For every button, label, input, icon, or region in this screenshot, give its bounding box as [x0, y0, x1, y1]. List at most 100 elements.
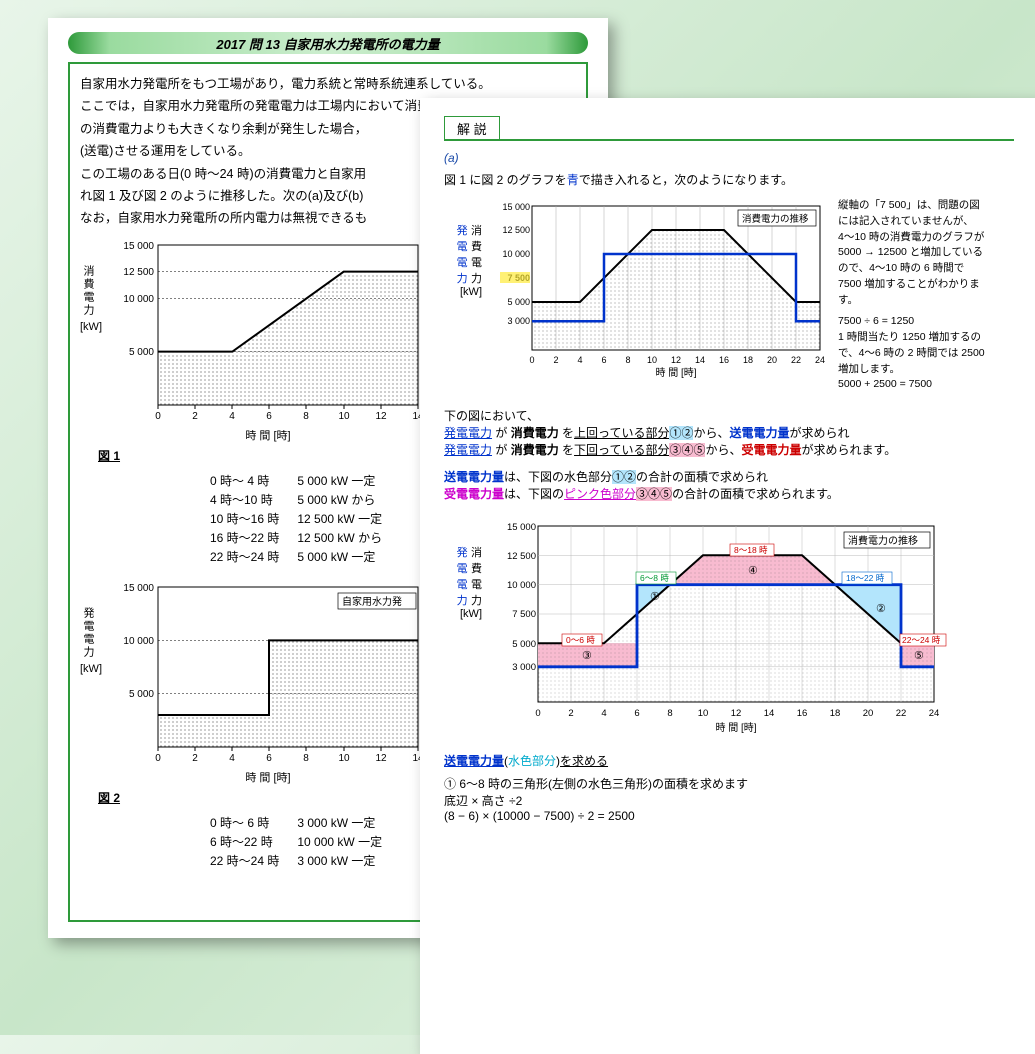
svg-text:15 000: 15 000 — [502, 202, 530, 212]
svg-text:⑤: ⑤ — [914, 650, 924, 662]
svg-text:8: 8 — [667, 708, 672, 719]
svg-text:6: 6 — [266, 753, 272, 764]
svg-text:2: 2 — [192, 753, 198, 764]
svg-text:4: 4 — [229, 753, 235, 764]
svg-text:5 000: 5 000 — [129, 689, 154, 700]
chart1-unit: [kW] — [444, 286, 482, 298]
calc-line: 底辺 × 高さ ÷2 — [444, 792, 1014, 809]
svg-text:12 500: 12 500 — [507, 551, 536, 562]
svg-text:消費電力の推移: 消費電力の推移 — [742, 213, 809, 225]
fig1-unit: [kW] — [80, 321, 108, 333]
page-title-bar: 2017 問 13 自家用水力発電所の電力量 — [68, 32, 588, 54]
svg-text:10: 10 — [338, 411, 350, 422]
svg-text:12: 12 — [375, 753, 387, 764]
svg-text:15 000: 15 000 — [123, 583, 154, 594]
chart1-sidenotes: 縦軸の「7 500」は、問題の図には記入されていませんが、 4～10 時の消費電… — [838, 198, 988, 393]
svg-text:15 000: 15 000 — [507, 522, 536, 533]
svg-text:3 000: 3 000 — [512, 662, 536, 673]
svg-text:①: ① — [650, 591, 660, 603]
page-title: 2017 問 13 自家用水力発電所の電力量 — [216, 34, 439, 53]
svg-text:12: 12 — [671, 355, 681, 365]
svg-text:10: 10 — [698, 708, 709, 719]
line-c1: 送電電力量は、下図の水色部分①②の合計の面積で求められ — [444, 468, 1014, 485]
svg-text:22: 22 — [896, 708, 907, 719]
svg-text:22: 22 — [791, 355, 801, 365]
svg-text:6: 6 — [601, 355, 606, 365]
svg-text:0～6 時: 0～6 時 — [566, 635, 595, 645]
fig2-xlabel: 時 間 [時] — [108, 769, 428, 785]
svg-text:④: ④ — [748, 565, 758, 577]
svg-text:6: 6 — [634, 708, 639, 719]
svg-text:4: 4 — [601, 708, 606, 719]
svg-text:②: ② — [876, 603, 886, 615]
page-2: 解 説 (a) 図 1 に図 2 のグラフを青で描き入れると，次のようになります… — [420, 98, 1035, 1054]
svg-text:14: 14 — [695, 355, 705, 365]
svg-text:5 000: 5 000 — [512, 639, 536, 650]
svg-text:20: 20 — [767, 355, 777, 365]
chart1: 消費電力の推移 15 00012 50010 000 7 500 5 0003 … — [490, 198, 830, 393]
svg-text:時 間 [時]: 時 間 [時] — [715, 722, 756, 734]
line-b1: 発電電力 が 消費電力 を上回っている部分①②から、送電電力量が求められ — [444, 424, 1014, 441]
svg-text:18～22 時: 18～22 時 — [846, 573, 885, 583]
p1-line: 自家用水力発電所をもつ工場があり，電力系統と常時系統連系している。 — [80, 75, 576, 94]
svg-text:10 000: 10 000 — [502, 249, 530, 259]
explanation-header: 解 説 — [444, 116, 500, 140]
para-b: 下の図において、 — [444, 407, 1014, 424]
calc-line: (8 − 6) × (10000 − 7500) ÷ 2 = 2500 — [444, 809, 1014, 823]
svg-text:24: 24 — [929, 708, 940, 719]
svg-text:2: 2 — [192, 411, 198, 422]
svg-text:時 間 [時]: 時 間 [時] — [655, 367, 696, 378]
svg-text:22～24 時: 22～24 時 — [902, 635, 941, 645]
fig1-chart: 15 000 12 500 10 000 5 000 024 6810 1214… — [108, 235, 428, 443]
svg-text:10: 10 — [647, 355, 657, 365]
svg-text:2: 2 — [553, 355, 558, 365]
svg-text:10: 10 — [338, 753, 350, 764]
svg-text:4: 4 — [229, 411, 235, 422]
fig1-xlabel: 時 間 [時] — [108, 427, 428, 443]
svg-text:3 000: 3 000 — [507, 316, 530, 326]
fig2-unit: [kW] — [80, 663, 108, 675]
svg-text:6: 6 — [266, 411, 272, 422]
svg-text:16: 16 — [797, 708, 808, 719]
svg-text:0: 0 — [155, 411, 161, 422]
svg-text:7 500: 7 500 — [512, 609, 536, 620]
svg-text:0: 0 — [529, 355, 534, 365]
line-a: 図 1 に図 2 のグラフを青で描き入れると，次のようになります。 — [444, 171, 1014, 188]
line-b2: 発電電力 が 消費電力 を下回っている部分③④⑤から、受電電力量が求められます。 — [444, 441, 1014, 458]
chart2: 消費電力の推移 ① ② ③ ④ ⑤ 0～6 時 6～8 時 8～18 時 18～… — [490, 516, 950, 736]
svg-text:12: 12 — [375, 411, 387, 422]
svg-text:24: 24 — [815, 355, 825, 365]
calc-title: 送電電力量 — [444, 754, 504, 768]
svg-text:5 000: 5 000 — [507, 297, 530, 307]
section-a: (a) — [444, 151, 1014, 165]
svg-text:16: 16 — [719, 355, 729, 365]
svg-text:20: 20 — [863, 708, 874, 719]
svg-text:8: 8 — [303, 753, 309, 764]
svg-text:6～8 時: 6～8 時 — [640, 573, 669, 583]
svg-text:③: ③ — [582, 650, 592, 662]
calc-line: ① 6～8 時の三角形(左側の水色三角形)の面積を求めます — [444, 775, 1014, 792]
svg-text:0: 0 — [155, 753, 161, 764]
fig2-legend: 自家用水力発 — [342, 595, 402, 608]
svg-text:12: 12 — [731, 708, 742, 719]
fig2-ylabel: 発電電力 — [80, 607, 96, 659]
svg-text:18: 18 — [830, 708, 841, 719]
line-c2: 受電電力量は、下図のピンク色部分③④⑤の合計の面積で求められます。 — [444, 485, 1014, 502]
svg-text:消費電力の推移: 消費電力の推移 — [848, 534, 918, 547]
fig1-ylabel: 消費電力 — [80, 265, 96, 317]
svg-text:0: 0 — [535, 708, 540, 719]
svg-text:8: 8 — [303, 411, 309, 422]
svg-text:12 500: 12 500 — [123, 267, 154, 278]
table1: 0 時～ 4 時5 000 kW 一定 4 時～10 時5 000 kW から … — [200, 470, 392, 567]
svg-text:2: 2 — [568, 708, 573, 719]
svg-text:15 000: 15 000 — [123, 241, 154, 252]
table2: 0 時～ 6 時3 000 kW 一定 6 時～22 時10 000 kW 一定… — [200, 812, 392, 871]
svg-text:8: 8 — [625, 355, 630, 365]
svg-text:10 000: 10 000 — [123, 636, 154, 647]
fig2-chart: 自家用水力発 15 000 10 000 5 000 024 6810 1214… — [108, 577, 428, 785]
svg-text:12 500: 12 500 — [502, 225, 530, 235]
chart2-unit: [kW] — [444, 608, 482, 620]
svg-text:10 000: 10 000 — [123, 294, 154, 305]
svg-text:4: 4 — [577, 355, 582, 365]
svg-text:10 000: 10 000 — [507, 580, 536, 591]
